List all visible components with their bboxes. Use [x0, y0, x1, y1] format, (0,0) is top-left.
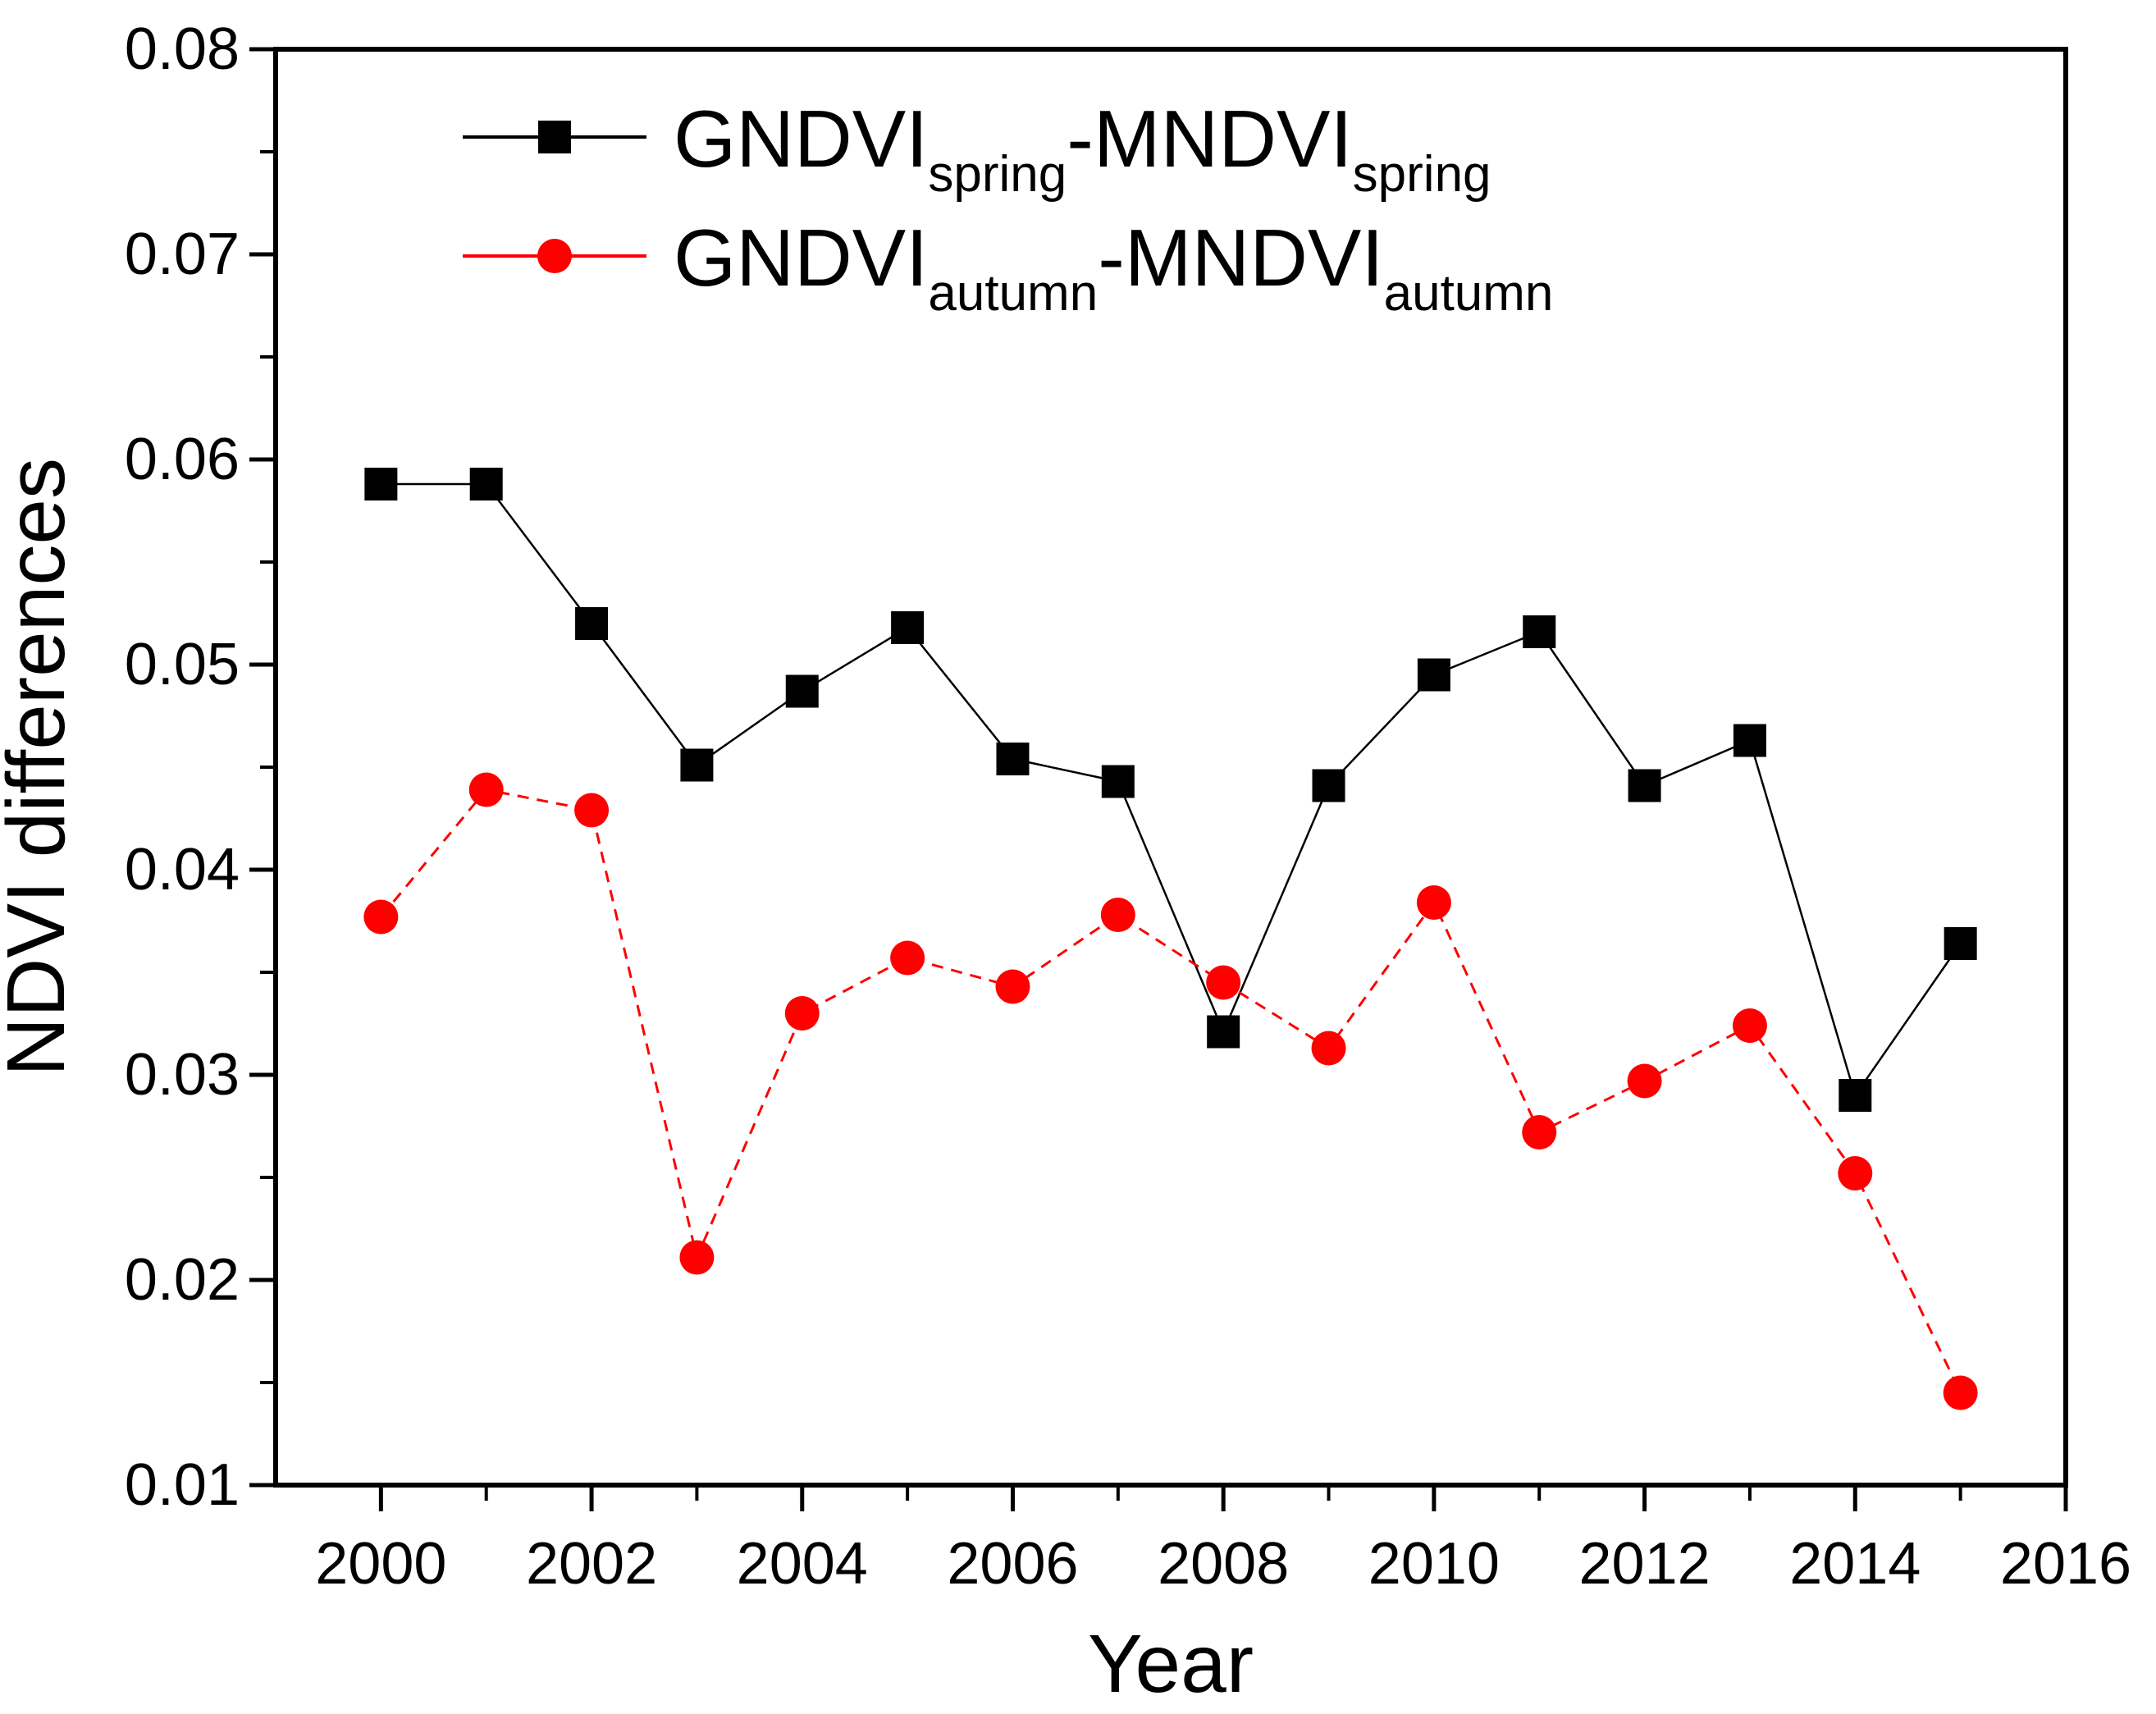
data-point-marker-autumn	[890, 940, 925, 976]
data-point-marker-spring	[1839, 1079, 1872, 1112]
x-tick-label: 2006	[947, 1531, 1078, 1597]
data-point-marker-spring	[1207, 1015, 1240, 1049]
data-point-marker-spring	[575, 607, 609, 640]
series-line-autumn	[380, 788, 1962, 1394]
data-point-marker-autumn	[468, 772, 504, 807]
x-tick-label: 2010	[1368, 1531, 1500, 1597]
data-point-marker-spring	[680, 748, 714, 782]
y-tick-label: 0.01	[125, 1452, 240, 1518]
x-tick-label: 2000	[315, 1531, 446, 1597]
x-tick-label: 2012	[1579, 1531, 1711, 1597]
y-tick-label: 0.05	[125, 632, 240, 697]
data-point-marker-autumn	[1943, 1375, 1978, 1410]
x-tick-label: 2004	[737, 1531, 868, 1597]
data-point-marker-spring	[1733, 724, 1766, 757]
data-point-marker-autumn	[363, 899, 399, 935]
data-point-marker-autumn	[1416, 885, 1451, 920]
data-point-marker-spring	[785, 674, 819, 708]
x-tick-label: 2008	[1158, 1531, 1289, 1597]
data-point-marker-spring	[1101, 765, 1135, 798]
data-point-marker-spring	[364, 468, 398, 500]
legend-label: GNDVIspring-MNDVIspring	[674, 94, 1491, 203]
data-point-marker-spring	[1628, 769, 1661, 802]
y-tick-label: 0.07	[125, 222, 240, 287]
data-point-marker-autumn	[1732, 1008, 1767, 1043]
chart-generated-layer: 0.01 0.02 0.03 0.04 0.05 0.06 0.07 0.08 2000 2002…	[125, 16, 2131, 1597]
data-point-marker-autumn	[1311, 1031, 1346, 1066]
data-point-marker-autumn	[574, 793, 610, 828]
data-point-marker-autumn	[1522, 1115, 1557, 1150]
y-tick-label: 0.08	[125, 16, 240, 82]
legend-circle-marker-icon	[537, 239, 572, 273]
legend-square-marker-icon	[538, 121, 571, 153]
data-point-marker-autumn	[1206, 965, 1241, 1000]
y-tick-label: 0.02	[125, 1247, 240, 1313]
legend-label: GNDVIautumn-MNDVIautumn	[674, 213, 1553, 322]
y-axis-title: NDVI differences	[0, 458, 82, 1076]
data-point-marker-spring	[1523, 615, 1556, 648]
data-point-marker-spring	[1944, 927, 1977, 960]
x-tick-label: 2016	[2000, 1531, 2131, 1597]
legend-entry-autumn: GNDVIautumn-MNDVIautumn	[463, 213, 1553, 322]
data-point-marker-autumn	[679, 1240, 715, 1275]
y-tick-label: 0.06	[125, 427, 240, 492]
data-point-marker-spring	[996, 743, 1030, 775]
data-point-marker-spring	[891, 611, 925, 644]
y-tick-label: 0.03	[125, 1042, 240, 1108]
legend-entry-spring: GNDVIspring-MNDVIspring	[463, 94, 1491, 203]
data-point-marker-autumn	[1100, 898, 1135, 932]
x-tick-label: 2014	[1789, 1531, 1921, 1597]
data-point-marker-autumn	[995, 969, 1030, 1004]
data-point-marker-spring	[1312, 769, 1345, 802]
data-point-marker-spring	[1417, 658, 1450, 692]
series-line-spring	[381, 482, 1962, 1098]
data-point-marker-autumn	[1838, 1156, 1873, 1191]
y-tick-label: 0.04	[125, 837, 240, 903]
data-point-marker-autumn	[784, 996, 820, 1031]
x-tick-label: 2002	[526, 1531, 657, 1597]
data-point-marker-spring	[469, 468, 503, 500]
x-axis-title: Year	[1088, 1618, 1254, 1710]
data-point-marker-autumn	[1627, 1063, 1662, 1099]
